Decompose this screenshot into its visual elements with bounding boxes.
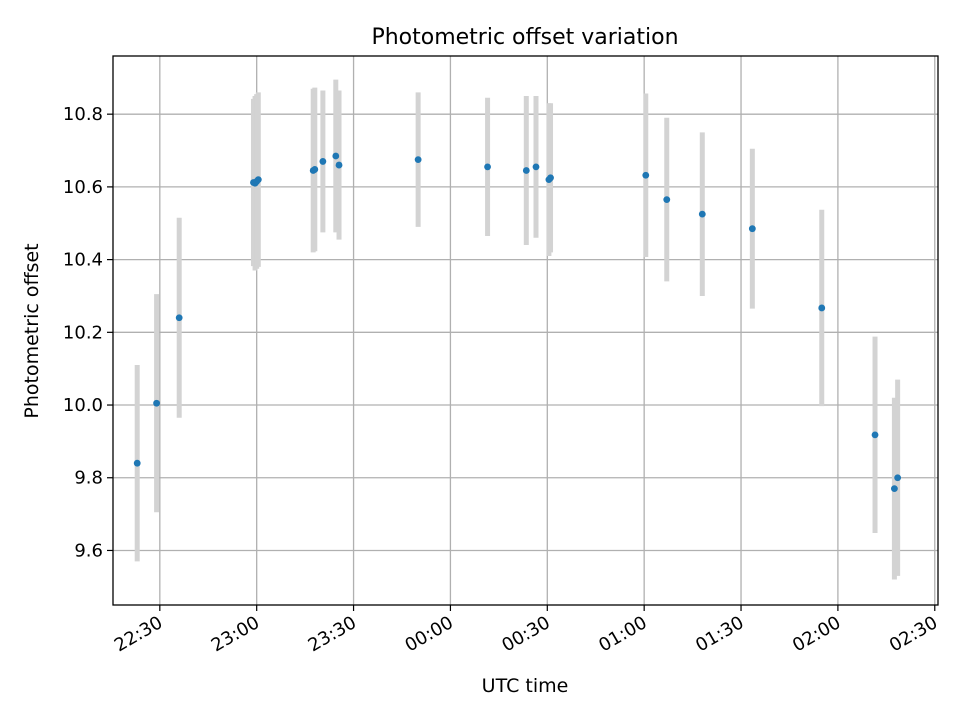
data-point: [532, 163, 540, 171]
y-tick-label: 10.0: [63, 395, 103, 416]
data-point: [311, 166, 319, 173]
chart-title: Photometric offset variation: [371, 25, 678, 50]
y-tick-label: 10.8: [63, 104, 103, 125]
data-point: [547, 174, 554, 182]
data-point: [818, 304, 826, 312]
data-point: [894, 474, 902, 482]
data-point: [414, 156, 422, 164]
data-point: [871, 431, 879, 439]
data-point: [133, 459, 141, 467]
x-axis-label: UTC time: [482, 675, 569, 697]
data-point: [642, 171, 650, 179]
data-point: [522, 167, 530, 174]
data-point: [663, 196, 671, 204]
plot-frame: [112, 55, 939, 606]
data-point: [319, 158, 327, 165]
y-tick-label: 9.6: [74, 540, 103, 561]
data-point: [175, 314, 183, 322]
y-tick-label: 9.8: [74, 468, 103, 489]
y-axis-label: Photometric offset: [21, 243, 43, 418]
data-point: [748, 225, 756, 233]
y-tick-label: 10.6: [63, 177, 103, 198]
data-point: [698, 210, 706, 218]
data-point: [484, 163, 491, 171]
data-point: [332, 152, 340, 160]
data-point: [891, 485, 898, 493]
y-tick-label: 10.4: [63, 250, 103, 271]
data-point: [153, 399, 160, 407]
data-point: [254, 176, 262, 184]
data-points: [133, 152, 902, 493]
data-point: [335, 161, 343, 169]
y-tick-label: 10.2: [63, 322, 103, 343]
